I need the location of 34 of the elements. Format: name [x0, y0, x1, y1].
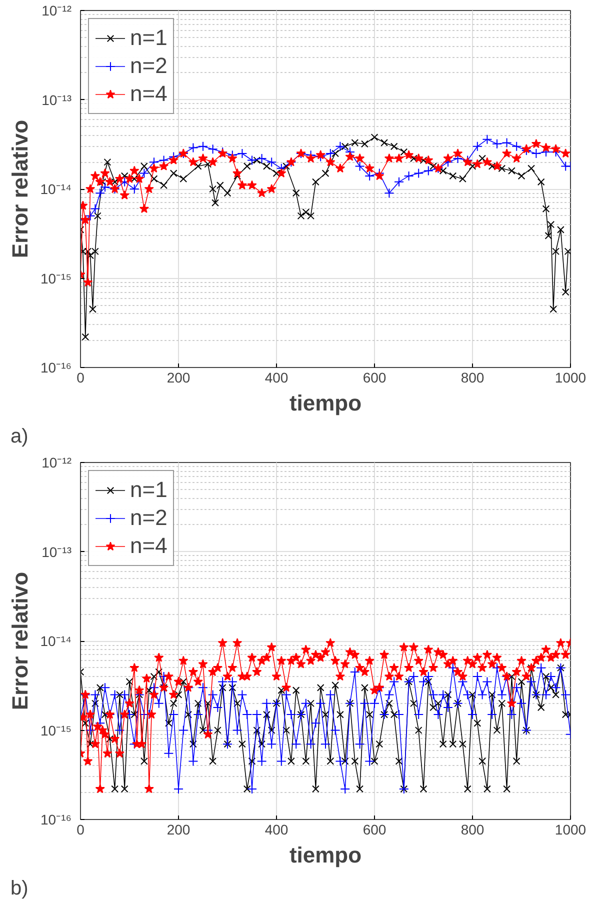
x-tick-label: 0: [76, 370, 85, 386]
y-tick-label: 10⁻¹⁵: [40, 722, 72, 738]
x-tick-label: 0: [76, 822, 85, 838]
x-tick-label: 600: [362, 370, 386, 386]
x-tick-label: 600: [362, 822, 386, 838]
legend-label: n=2: [130, 505, 168, 531]
y-tick-label: 10⁻¹⁶: [40, 360, 72, 376]
x-tick-label: 1000: [554, 370, 586, 386]
x-tick-label: 200: [166, 370, 190, 386]
legend-label: n=1: [130, 477, 168, 503]
text: a): [10, 426, 28, 448]
y-axis-title: Error relativo: [7, 572, 32, 710]
x-tick-label: 400: [264, 822, 288, 838]
legend-label: n=4: [130, 533, 168, 559]
text: b): [10, 878, 28, 900]
y-tick-label: 10⁻¹³: [42, 92, 72, 108]
x-axis-title: tiempo: [289, 390, 362, 416]
x-tick-label: 800: [460, 822, 484, 838]
y-tick-label: 10⁻¹²: [42, 454, 72, 470]
y-axis-title: Error relativo: [7, 120, 32, 258]
y-tick-label: 10⁻¹⁴: [40, 633, 72, 649]
x-tick-label: 800: [460, 370, 484, 386]
y-tick-label: 10⁻¹⁶: [40, 812, 72, 828]
y-tick-label: 10⁻¹³: [42, 544, 72, 560]
legend-label: n=4: [130, 81, 168, 107]
x-tick-label: 200: [166, 822, 190, 838]
legend-label: n=1: [130, 25, 168, 51]
x-axis-title: tiempo: [289, 842, 362, 868]
y-tick-label: 10⁻¹⁴: [40, 181, 72, 197]
x-tick-label: 400: [264, 370, 288, 386]
y-tick-label: 10⁻¹²: [42, 2, 72, 18]
x-tick-label: 1000: [554, 822, 586, 838]
legend-label: n=2: [130, 53, 168, 79]
y-tick-label: 10⁻¹⁵: [40, 270, 72, 286]
